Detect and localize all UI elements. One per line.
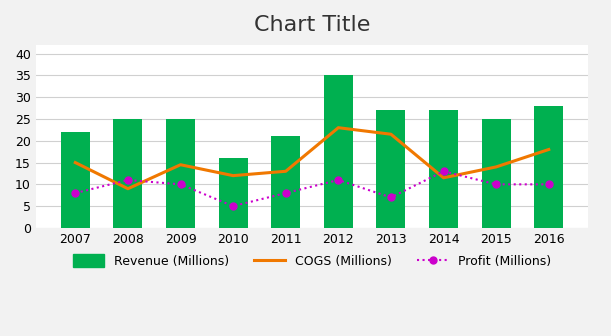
- Bar: [61, 132, 90, 228]
- Bar: [271, 136, 300, 228]
- Bar: [166, 119, 195, 228]
- Bar: [114, 119, 142, 228]
- Bar: [324, 75, 353, 228]
- Bar: [376, 110, 406, 228]
- Title: Chart Title: Chart Title: [254, 15, 370, 35]
- Bar: [534, 106, 563, 228]
- Bar: [429, 110, 458, 228]
- Legend: Revenue (Millions), COGS (Millions), Profit (Millions): Revenue (Millions), COGS (Millions), Pro…: [68, 249, 557, 273]
- Bar: [481, 119, 511, 228]
- Bar: [219, 158, 247, 228]
